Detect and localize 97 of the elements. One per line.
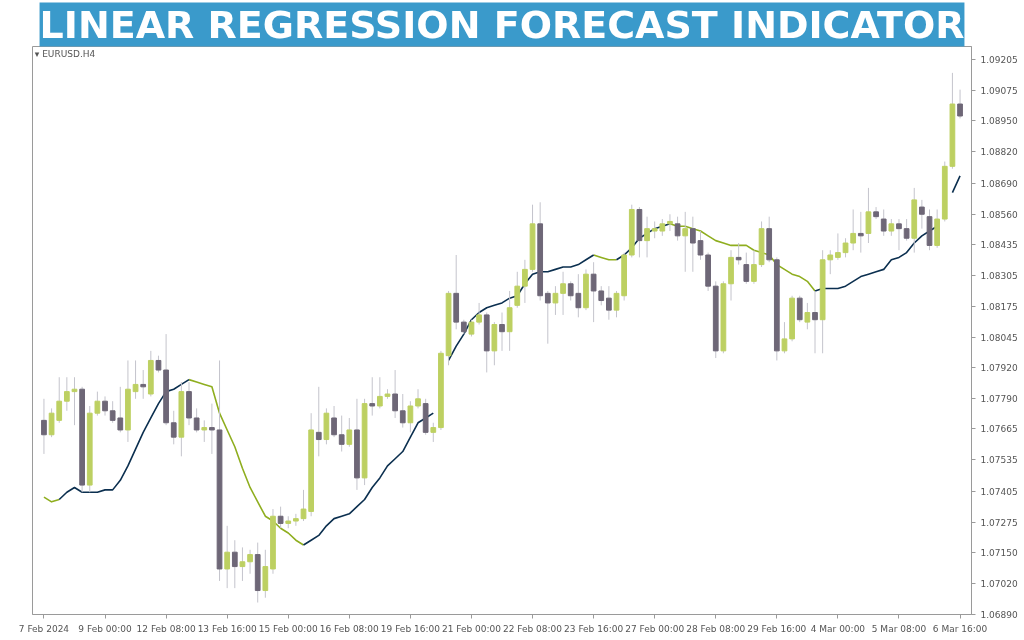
candlestick (919, 199, 925, 230)
x-tick-label: 16 Feb 08:00 (319, 623, 380, 634)
x-tick-label: 19 Feb 16:00 (380, 623, 441, 634)
y-tick-label: 1.06890 (980, 610, 1018, 620)
candlestick (392, 369, 398, 419)
candlestick (94, 391, 101, 417)
y-tick-label: 1.08435 (980, 239, 1018, 250)
candlestick (399, 393, 406, 429)
candlestick (376, 376, 383, 409)
candlestick (560, 271, 566, 316)
y-tick-label: 1.07920 (980, 363, 1018, 374)
y-tick-label: 1.07405 (980, 486, 1018, 497)
candlestick (903, 218, 910, 242)
x-tick-label: 27 Feb 00:00 (625, 623, 685, 634)
candlestick (369, 376, 376, 417)
candlestick (262, 549, 269, 599)
candlestick (842, 237, 849, 258)
x-tick-label: 4 Mar 00:00 (810, 623, 866, 634)
x-tick-label: 23 Feb 16:00 (564, 623, 624, 634)
x-tick-label: 22 Feb 08:00 (503, 623, 563, 634)
candlestick (170, 410, 177, 445)
candlestick (239, 546, 246, 582)
candlestick (743, 252, 750, 285)
candlestick (544, 290, 551, 345)
x-tick-label: 5 Mar 08:00 (871, 623, 927, 634)
candlestick (552, 285, 559, 316)
y-tick-label: 1.08305 (980, 270, 1018, 281)
y-tick-label: 1.08820 (980, 147, 1018, 158)
candlestick (804, 302, 811, 330)
candlestick (827, 249, 834, 275)
candlestick (873, 206, 879, 220)
candlestick (346, 417, 353, 448)
x-tick-label: 9 Feb 00:00 (78, 623, 132, 634)
y-tick-label: 1.09075 (980, 86, 1018, 97)
candlestick (193, 407, 200, 433)
candlestick (606, 285, 612, 321)
candlestick (315, 386, 322, 457)
y-tick-label: 1.08560 (980, 209, 1018, 220)
candlestick (247, 549, 253, 575)
y-tick-label: 1.07275 (980, 517, 1018, 528)
x-tick-label: 28 Feb 08:00 (686, 623, 746, 634)
candlestick (796, 295, 803, 323)
y-tick-label: 1.07150 (980, 547, 1018, 558)
candlestick (338, 415, 345, 453)
candlestick (751, 249, 757, 285)
candlestick (331, 405, 337, 438)
candlestick (835, 232, 841, 261)
candlestick (880, 208, 887, 237)
x-tick-label: 6 Mar 16:00 (932, 623, 988, 634)
y-tick-label: 1.08175 (980, 302, 1018, 313)
candlestick (682, 211, 689, 273)
candlestick (590, 261, 597, 323)
candlestick (850, 208, 857, 251)
candlestick (277, 506, 284, 529)
y-tick-label: 1.08950 (980, 116, 1018, 127)
candlestick (499, 312, 505, 352)
candlestick (667, 213, 673, 232)
candlestick (522, 259, 528, 304)
candlestick (644, 216, 650, 258)
candlestick (674, 216, 681, 242)
candlestick (957, 89, 963, 119)
x-tick-label: 15 Feb 00:00 (258, 623, 319, 634)
candlestick (476, 302, 482, 326)
candlestick (102, 395, 108, 417)
candlestick (140, 369, 147, 400)
annotation: ▾ EURUSD.H4 (34, 48, 96, 59)
candlestick (598, 285, 605, 306)
y-tick-label: 1.08045 (980, 333, 1018, 344)
y-tick-label: 1.07535 (980, 455, 1018, 466)
x-tick-label: 12 Feb 08:00 (136, 623, 196, 634)
candlestick (201, 419, 208, 443)
y-tick-label: 1.07790 (980, 394, 1018, 405)
candlestick (857, 211, 864, 254)
x-tick-label: 13 Feb 16:00 (197, 623, 257, 634)
chart-title: LINEAR REGRESSION FORECAST INDICATOR (39, 2, 965, 47)
candlestick (896, 218, 902, 251)
candlestick (781, 321, 788, 354)
candlestick (209, 403, 215, 455)
y-tick-label: 1.08690 (980, 178, 1018, 189)
x-tick-label: 29 Feb 16:00 (747, 623, 807, 634)
candlestick (132, 359, 139, 400)
candlestick (514, 271, 521, 309)
candlestick (224, 525, 231, 589)
candlestick (865, 187, 872, 244)
candlestick (407, 400, 414, 433)
candlestick (430, 422, 437, 443)
candlestick (506, 290, 513, 352)
y-tick-label: 1.07020 (980, 578, 1018, 589)
candlestick (735, 242, 742, 266)
candlestick (41, 398, 47, 455)
y-tick-label: 1.07665 (980, 424, 1018, 435)
candlestick (415, 388, 421, 409)
x-tick-label: 7 Feb 2024 (18, 623, 70, 634)
candlestick (812, 290, 818, 354)
candlestick (231, 539, 238, 589)
x-tick-label: 21 Feb 00:00 (441, 623, 502, 634)
y-tick-label: 1.09205 (980, 55, 1018, 66)
